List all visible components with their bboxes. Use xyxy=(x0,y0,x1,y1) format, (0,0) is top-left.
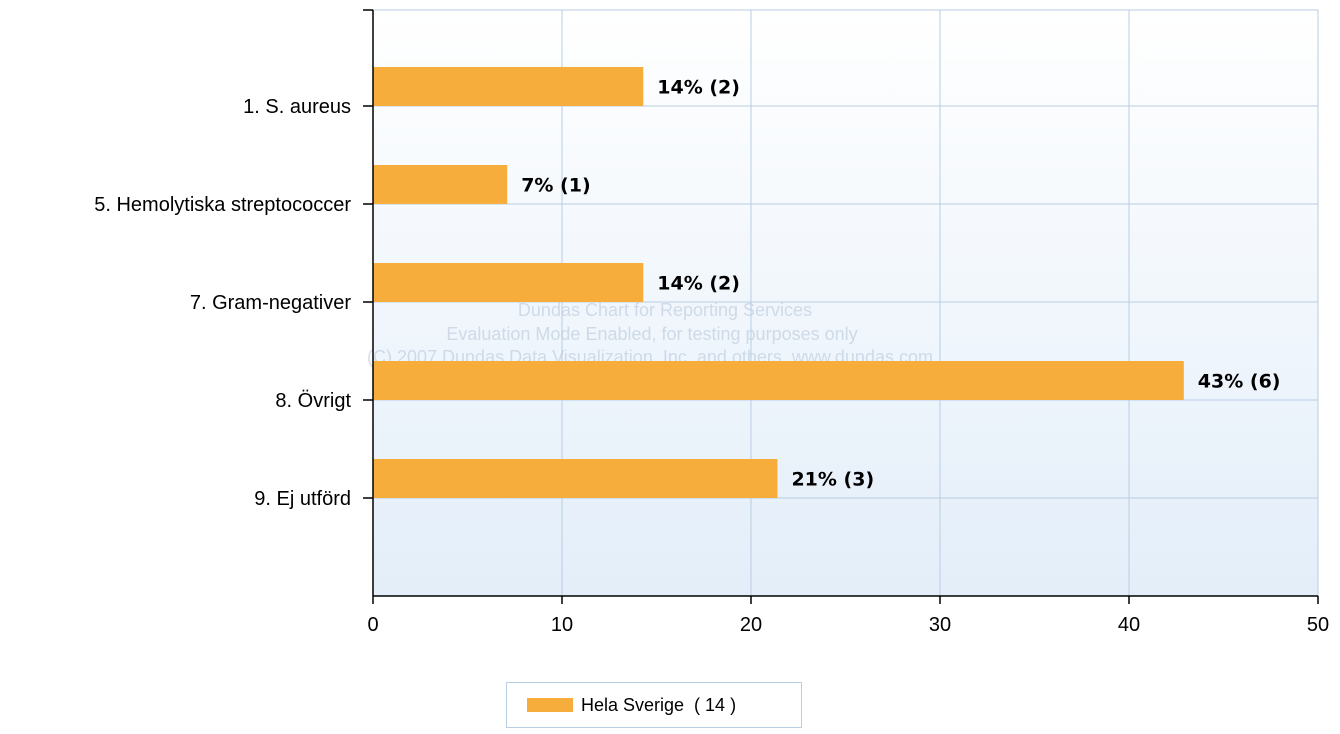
legend-swatch xyxy=(527,698,573,712)
legend: Hela Sverige ( 14 ) xyxy=(506,682,802,728)
x-tick-label: 0 xyxy=(367,614,378,636)
category-label: 9. Ej utförd xyxy=(254,488,351,510)
watermark-line: Dundas Chart for Reporting Services xyxy=(518,300,812,320)
legend-label: Hela Sverige ( 14 ) xyxy=(581,694,737,715)
x-tick-label: 50 xyxy=(1307,614,1329,636)
x-tick-label: 10 xyxy=(551,614,573,636)
data-label: 43% (6) xyxy=(1198,371,1281,393)
data-labels: 14% (2) 7% (1) 14% (2) 43% (6) 21% (3) xyxy=(521,77,1280,491)
bar-series xyxy=(373,67,1184,498)
category-label: 8. Övrigt xyxy=(275,390,351,412)
data-label: 14% (2) xyxy=(657,273,740,295)
bar xyxy=(373,165,508,204)
x-tick-label: 20 xyxy=(740,614,762,636)
x-tick-label: 40 xyxy=(1118,614,1140,636)
category-labels: 1. S. aureus 5. Hemolytiska streptococcer… xyxy=(94,96,351,510)
x-tick-label: 30 xyxy=(929,614,951,636)
bar xyxy=(373,67,644,106)
tick-labels: 0 10 20 30 40 50 xyxy=(367,614,1329,636)
bar-chart: Dundas Chart for Reporting Services Eval… xyxy=(94,9,1329,636)
category-label: 7. Gram-negativer xyxy=(190,292,352,314)
category-label: 1. S. aureus xyxy=(243,96,351,118)
watermark-line: Evaluation Mode Enabled, for testing pur… xyxy=(446,324,857,344)
data-label: 7% (1) xyxy=(521,175,590,197)
axes xyxy=(363,9,1319,604)
bar xyxy=(373,459,778,498)
bar xyxy=(373,361,1184,400)
bar xyxy=(373,263,644,302)
data-label: 21% (3) xyxy=(791,469,874,491)
category-label: 5. Hemolytiska streptococcer xyxy=(94,194,351,216)
data-label: 14% (2) xyxy=(657,77,740,99)
